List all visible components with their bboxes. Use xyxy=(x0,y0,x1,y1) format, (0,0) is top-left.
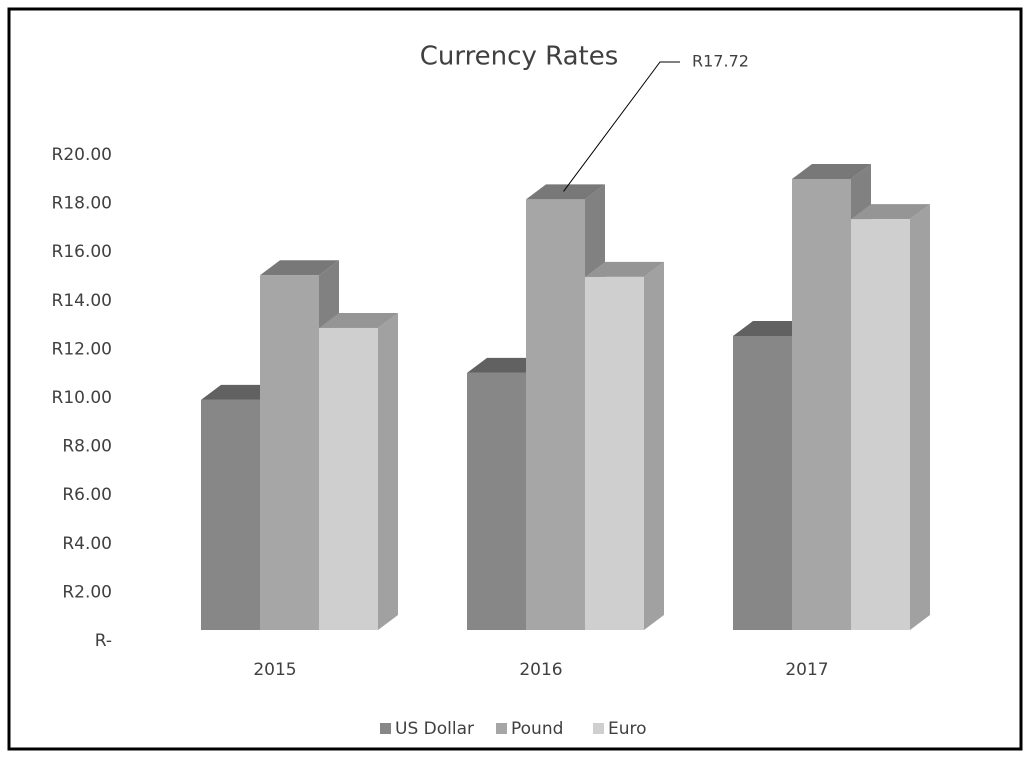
bar xyxy=(467,372,526,630)
y-tick-label: R10.00 xyxy=(52,388,112,408)
y-tick-label: R4.00 xyxy=(62,534,112,554)
y-tick-label: R16.00 xyxy=(52,242,112,262)
y-tick-label: R2.00 xyxy=(62,582,112,602)
x-tick-label: 2016 xyxy=(519,660,562,680)
bar xyxy=(260,275,319,630)
y-tick-label: R8.00 xyxy=(62,437,112,457)
bar xyxy=(526,199,585,631)
legend-swatch xyxy=(593,723,604,734)
legend-swatch xyxy=(496,723,507,734)
bar xyxy=(319,327,378,630)
y-tick-label: R20.00 xyxy=(52,145,112,165)
y-tick-label: R18.00 xyxy=(52,194,112,214)
bar-side xyxy=(644,261,664,630)
bar-top xyxy=(260,260,339,276)
chart-title: Currency Rates xyxy=(420,42,619,72)
bar xyxy=(851,219,910,630)
bar xyxy=(733,335,792,630)
bar-side xyxy=(378,312,398,630)
legend-label: Euro xyxy=(608,719,647,739)
bar xyxy=(201,399,260,630)
legend-label: US Dollar xyxy=(395,719,474,739)
y-tick-label: R12.00 xyxy=(52,339,112,359)
legend-swatch xyxy=(380,723,391,734)
x-tick-label: 2017 xyxy=(785,660,828,680)
bar-top xyxy=(792,163,871,179)
y-tick-label: R6.00 xyxy=(62,485,112,505)
bar-top xyxy=(319,312,398,328)
label-leader xyxy=(563,61,680,192)
data-label: R17.72 xyxy=(692,52,749,71)
bar xyxy=(792,178,851,630)
x-tick-label: 2015 xyxy=(253,660,296,680)
bar-top xyxy=(526,184,605,200)
legend-label: Pound xyxy=(511,719,563,739)
y-tick-label: R- xyxy=(95,631,112,651)
y-tick-label: R14.00 xyxy=(52,291,112,311)
bar-top xyxy=(851,204,930,220)
bar xyxy=(585,276,644,630)
bar-top xyxy=(585,261,664,277)
bar-side xyxy=(910,204,930,630)
